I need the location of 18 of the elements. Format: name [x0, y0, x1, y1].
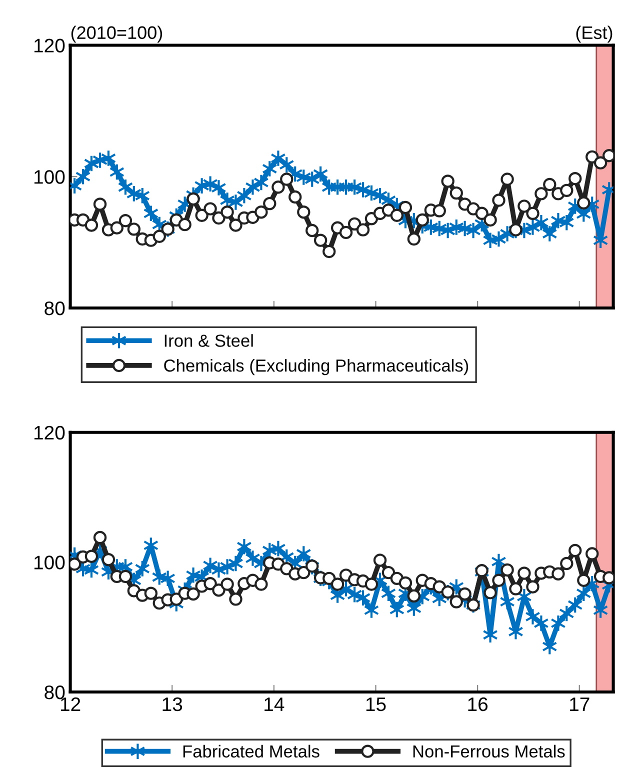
legend-label: Iron & Steel	[164, 334, 253, 347]
x-tick-label: 17	[570, 698, 590, 711]
y-tick-label: 80	[44, 685, 65, 700]
band-label: (Est)	[576, 26, 612, 43]
y-tick-label: 100	[34, 556, 65, 570]
text: (2010=100)	[71, 26, 162, 43]
legend-label: Chemicals (Excluding Pharmaceuticals)	[164, 358, 468, 376]
y-tick-label: 120	[34, 38, 65, 52]
x-tick-label: 16	[468, 697, 488, 712]
x-tick-label: 15	[366, 698, 386, 712]
x-tick-label: 13	[162, 697, 182, 712]
legend-label: Fabricated Metals	[183, 744, 320, 758]
x-tick-label: 14	[264, 698, 284, 711]
y-tick-label: 80	[44, 301, 65, 316]
x-tick-label: 12	[60, 697, 80, 711]
y-tick-label: 100	[34, 170, 65, 184]
y-tick-label: 120	[34, 426, 65, 440]
legend-label: Non-Ferrous Metals	[413, 744, 565, 758]
